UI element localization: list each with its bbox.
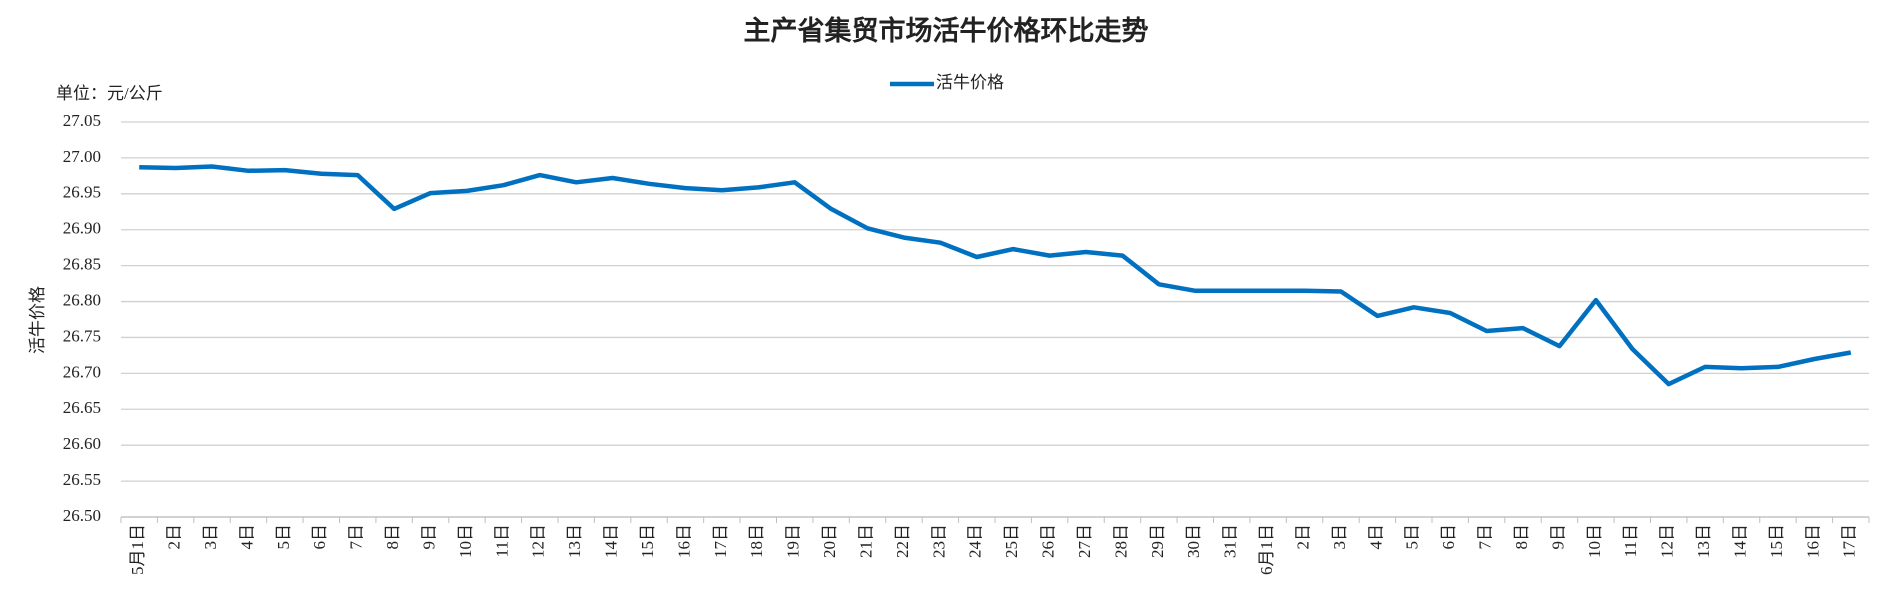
x-tick-label: 13日 [1694,524,1713,558]
x-tick-label: 13日 [565,524,584,558]
x-tick-label: 19日 [784,524,803,558]
y-tick-label: 26.95 [63,183,101,202]
x-tick-label: 2日 [165,524,184,550]
x-tick-label: 11日 [492,524,511,557]
chart-title: 主产省集贸市场活牛价格环比走势 [744,15,1149,46]
x-tick-label: 5日 [1403,524,1422,550]
y-tick-label: 26.90 [63,219,101,238]
y-tick-label: 27.05 [63,111,101,130]
x-tick-label: 16日 [1803,524,1822,558]
x-tick-label: 14日 [602,524,621,558]
x-tick-label: 24日 [966,524,985,558]
y-tick-label: 26.55 [63,470,101,489]
x-tick-label: 17日 [711,524,730,558]
x-tick-label: 15日 [638,524,657,558]
y-tick-label: 26.80 [63,290,101,309]
x-tick-label: 8日 [383,524,402,550]
x-tick-label: 31日 [1221,524,1240,558]
x-tick-label: 26日 [1039,524,1058,558]
x-tick-label: 2日 [1293,524,1312,550]
x-tick-label: 30日 [1184,524,1203,558]
x-tick-label: 22日 [893,524,912,558]
x-tick-label: 5日 [274,524,293,550]
x-tick-label: 10日 [456,524,475,558]
x-tick-label: 10日 [1585,524,1604,558]
x-tick-label: 9日 [419,524,438,550]
x-tick-label: 29日 [1148,524,1167,558]
y-tick-label: 26.60 [63,434,101,453]
x-tick-label: 6日 [1439,524,1458,550]
x-tick-label: 11日 [1621,524,1640,557]
x-tick-label: 14日 [1730,524,1749,558]
y-tick-label: 26.85 [63,255,101,274]
x-tick-label: 17日 [1840,524,1859,558]
x-tick-label: 12日 [529,524,548,558]
legend-label: 活牛价格 [936,73,1004,92]
x-tick-label: 16日 [674,524,693,558]
y-tick-label: 26.65 [63,398,101,417]
x-tick-label: 9日 [1548,524,1567,550]
x-tick-label: 3日 [201,524,220,550]
x-tick-label: 21日 [856,524,875,558]
y-tick-label: 26.70 [63,362,101,381]
x-tick-label: 3日 [1330,524,1349,550]
x-tick-label: 28日 [1111,524,1130,558]
x-tick-label: 4日 [237,524,256,550]
x-tick-label: 12日 [1658,524,1677,558]
x-tick-label: 25日 [1002,524,1021,558]
x-tick-label: 6月1日 [1257,524,1276,575]
x-tick-label: 20日 [820,524,839,558]
unit-label: 单位：元/公斤 [56,84,163,103]
data-line [139,164,1852,387]
x-tick-label: 4日 [1366,524,1385,550]
x-tick-label: 15日 [1767,524,1786,558]
y-tick-label: 26.50 [63,506,101,525]
y-tick-label: 27.00 [63,147,101,166]
x-tick-label: 23日 [929,524,948,558]
x-tick-label: 6日 [310,524,329,550]
x-tick-label: 7日 [347,524,366,550]
y-tick-label: 26.75 [63,326,101,345]
x-tick-label: 8日 [1512,524,1531,550]
x-tick-label: 18日 [747,524,766,558]
x-tick-label: 5月1日 [128,524,147,575]
x-tick-label: 7日 [1476,524,1495,550]
x-tick-label: 27日 [1075,524,1094,558]
y-axis-title: 活牛价格 [28,286,47,354]
